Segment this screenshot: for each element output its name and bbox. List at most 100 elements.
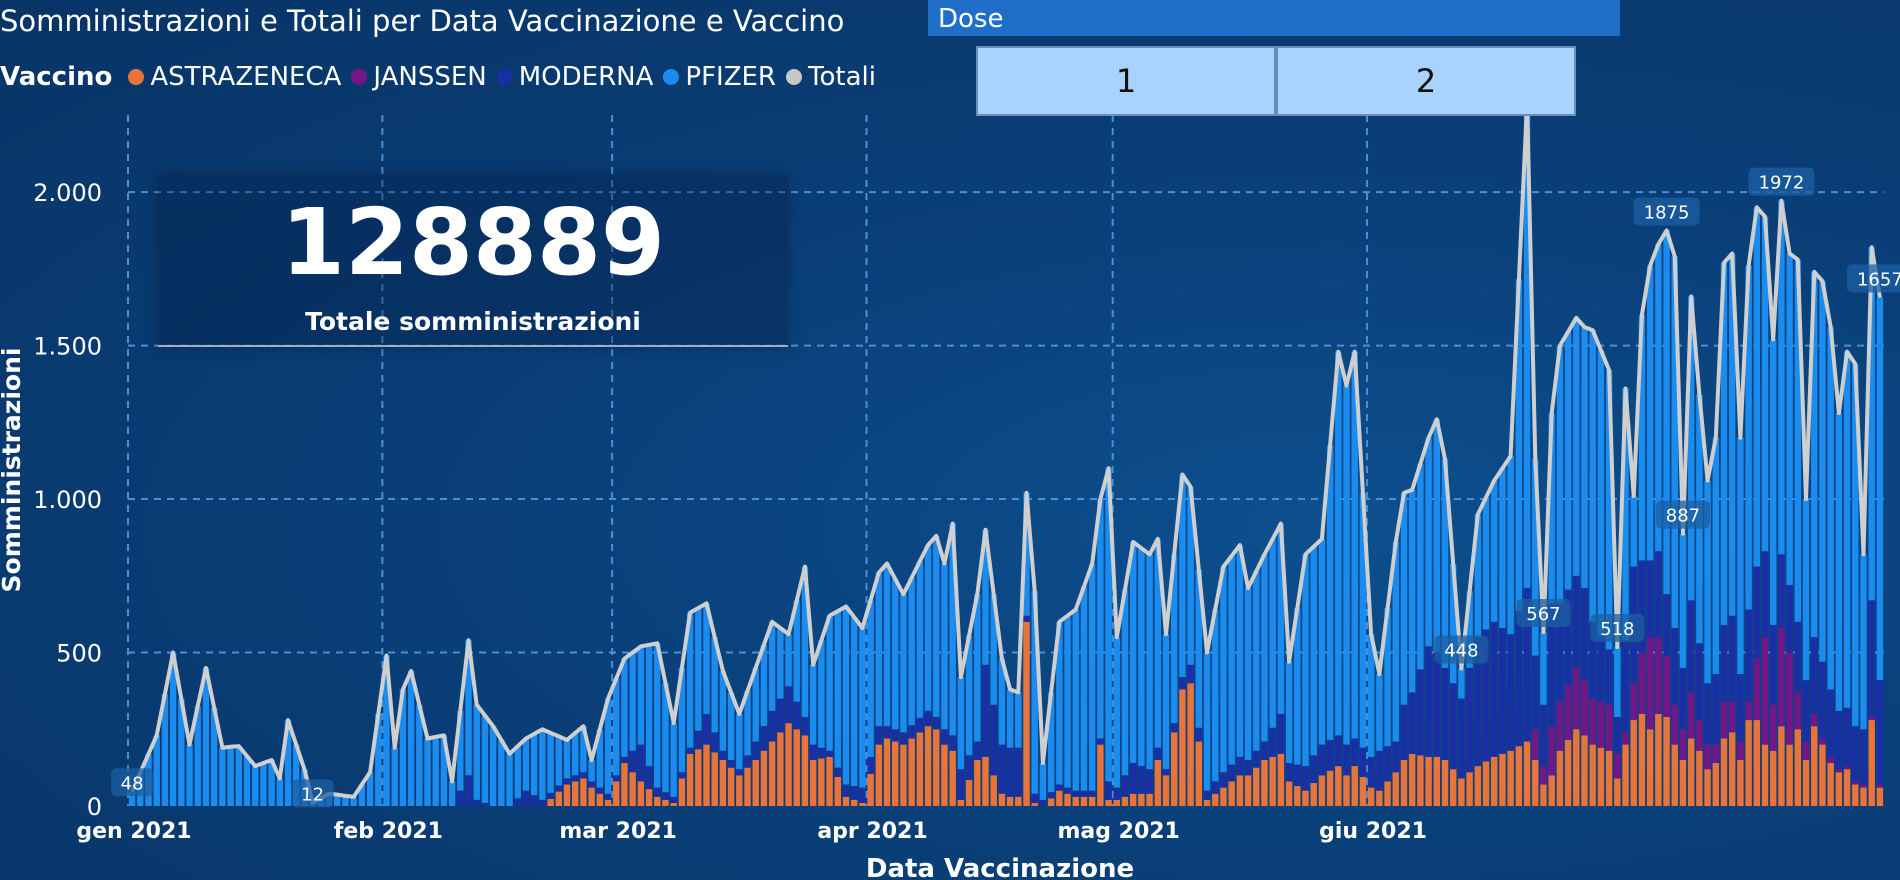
bar-pfizer[interactable] xyxy=(1039,763,1047,800)
bar-janssen[interactable] xyxy=(1671,704,1678,745)
bar-moderna[interactable] xyxy=(834,767,841,777)
bar-pfizer[interactable] xyxy=(1852,363,1859,727)
bar-pfizer[interactable] xyxy=(1548,413,1555,604)
bar-astrazeneca[interactable] xyxy=(637,781,645,806)
bar-moderna[interactable] xyxy=(1335,735,1342,767)
bar-pfizer[interactable] xyxy=(982,529,989,665)
bar-pfizer[interactable] xyxy=(1302,554,1309,767)
bar-astrazeneca[interactable] xyxy=(662,799,669,806)
bar-pfizer[interactable] xyxy=(875,572,883,727)
bar-pfizer[interactable] xyxy=(604,698,612,794)
bar-moderna[interactable] xyxy=(785,686,792,724)
bar-moderna[interactable] xyxy=(801,716,809,736)
bar-astrazeneca[interactable] xyxy=(1203,799,1211,806)
bar-pfizer[interactable] xyxy=(186,744,193,806)
bar-astrazeneca[interactable] xyxy=(1335,766,1342,806)
bar-pfizer[interactable] xyxy=(1860,554,1867,730)
bar-astrazeneca[interactable] xyxy=(1351,766,1358,806)
bar-pfizer[interactable] xyxy=(1080,586,1088,791)
bar-pfizer[interactable] xyxy=(1318,538,1326,745)
bar-astrazeneca[interactable] xyxy=(678,778,686,806)
bar-janssen[interactable] xyxy=(1655,637,1662,714)
bar-astrazeneca[interactable] xyxy=(801,735,809,806)
bar-astrazeneca[interactable] xyxy=(1564,740,1572,806)
bar-moderna[interactable] xyxy=(933,716,940,730)
bar-pfizer[interactable] xyxy=(1047,692,1055,793)
bar-astrazeneca[interactable] xyxy=(1458,778,1465,806)
bar-pfizer[interactable] xyxy=(654,643,661,788)
bar-moderna[interactable] xyxy=(1080,790,1088,797)
bar-astrazeneca[interactable] xyxy=(949,750,956,806)
bar-pfizer[interactable] xyxy=(161,693,169,806)
bar-astrazeneca[interactable] xyxy=(785,723,792,806)
bar-moderna[interactable] xyxy=(604,793,612,800)
bar-moderna[interactable] xyxy=(1745,609,1752,702)
bar-pfizer[interactable] xyxy=(440,735,448,806)
bar-astrazeneca[interactable] xyxy=(1129,793,1137,806)
bar-pfizer[interactable] xyxy=(1728,253,1736,616)
bar-astrazeneca[interactable] xyxy=(834,776,841,806)
bar-pfizer[interactable] xyxy=(391,747,398,806)
bar-moderna[interactable] xyxy=(1835,710,1843,770)
bar-pfizer[interactable] xyxy=(1179,474,1186,678)
bar-pfizer[interactable] xyxy=(251,766,259,806)
bar-pfizer[interactable] xyxy=(974,594,981,742)
bar-moderna[interactable] xyxy=(473,799,480,806)
bar-janssen[interactable] xyxy=(1614,753,1621,779)
bar-moderna[interactable] xyxy=(1359,747,1367,777)
bar-pfizer[interactable] xyxy=(1622,388,1629,641)
bar-moderna[interactable] xyxy=(859,787,866,803)
bar-pfizer[interactable] xyxy=(1343,385,1350,745)
bar-moderna[interactable] xyxy=(1786,584,1793,653)
bar-astrazeneca[interactable] xyxy=(654,796,661,806)
bar-moderna[interactable] xyxy=(1532,655,1539,730)
bar-pfizer[interactable] xyxy=(457,710,464,791)
bar-moderna[interactable] xyxy=(867,756,874,774)
bar-moderna[interactable] xyxy=(1220,772,1227,788)
bar-moderna[interactable] xyxy=(1006,747,1014,797)
bar-pfizer[interactable] xyxy=(1835,413,1843,711)
bar-astrazeneca[interactable] xyxy=(1491,756,1498,806)
legend-item-totali[interactable]: Totali xyxy=(786,62,876,92)
bar-astrazeneca[interactable] xyxy=(1220,787,1227,806)
bar-pfizer[interactable] xyxy=(900,594,907,733)
bar-astrazeneca[interactable] xyxy=(1064,793,1071,806)
bar-moderna[interactable] xyxy=(1712,674,1719,745)
bar-pfizer[interactable] xyxy=(498,740,505,806)
bar-moderna[interactable] xyxy=(793,701,800,730)
bar-janssen[interactable] xyxy=(1622,732,1629,745)
bar-pfizer[interactable] xyxy=(383,655,390,806)
bar-pfizer[interactable] xyxy=(1704,480,1711,684)
bar-moderna[interactable] xyxy=(1556,603,1564,702)
bar-janssen[interactable] xyxy=(1605,704,1613,751)
bar-astrazeneca[interactable] xyxy=(1433,756,1440,806)
bar-pfizer[interactable] xyxy=(1491,480,1498,622)
bar-astrazeneca[interactable] xyxy=(711,752,718,806)
bar-pfizer[interactable] xyxy=(678,667,686,773)
bar-pfizer[interactable] xyxy=(334,794,341,806)
bar-pfizer[interactable] xyxy=(818,640,825,748)
bar-pfizer[interactable] xyxy=(399,689,407,806)
bar-janssen[interactable] xyxy=(1819,738,1826,745)
bar-moderna[interactable] xyxy=(875,726,883,745)
bar-pfizer[interactable] xyxy=(1367,634,1375,757)
bar-moderna[interactable] xyxy=(1540,704,1547,767)
bar-astrazeneca[interactable] xyxy=(1015,796,1022,806)
bar-astrazeneca[interactable] xyxy=(1728,732,1736,806)
bar-astrazeneca[interactable] xyxy=(686,753,694,806)
bar-astrazeneca[interactable] xyxy=(883,738,891,806)
bar-moderna[interactable] xyxy=(530,795,538,806)
bar-pfizer[interactable] xyxy=(1778,200,1785,555)
bar-astrazeneca[interactable] xyxy=(768,741,776,806)
bar-astrazeneca[interactable] xyxy=(826,756,833,806)
bar-pfizer[interactable] xyxy=(1400,492,1408,705)
bar-astrazeneca[interactable] xyxy=(1819,744,1826,806)
bar-pfizer[interactable] xyxy=(637,646,645,745)
bar-moderna[interactable] xyxy=(1704,683,1711,745)
bar-moderna[interactable] xyxy=(1203,790,1211,800)
bar-astrazeneca[interactable] xyxy=(793,729,800,806)
bar-astrazeneca[interactable] xyxy=(1499,753,1506,806)
bar-pfizer[interactable] xyxy=(1441,459,1449,668)
bar-moderna[interactable] xyxy=(957,769,965,800)
bar-pfizer[interactable] xyxy=(350,796,357,806)
